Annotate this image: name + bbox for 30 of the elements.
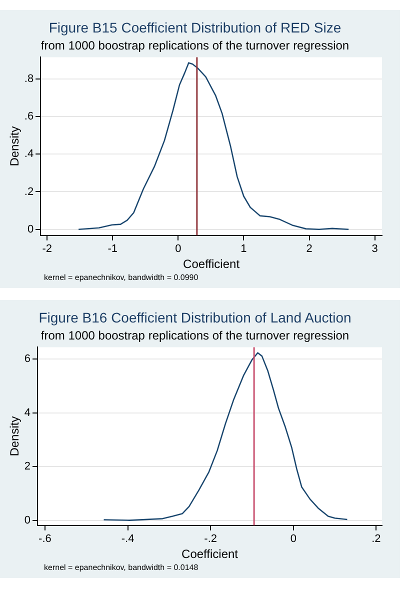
text: kernel = epanechnikov, bandwidth = 0.0148 [43,563,200,572]
y-tick-label: .4 [24,148,34,160]
y-axis-title: Density [8,126,22,166]
y-tick-label: 0 [24,514,31,526]
y-tick-label: 2 [24,460,31,473]
y-tick-label: 4 [24,406,31,419]
x-tick-label: -.2 [204,533,218,546]
text: kernel = epanechnikov, bandwidth = 0.0990 [43,273,200,282]
y-tick-label: .8 [24,72,34,85]
y-tick-label: .6 [24,110,34,123]
chart-title: Figure B16 Coefficient Distribution of Land Auction [38,309,352,326]
x-axis-title: Coefficient [182,547,239,562]
y-tick-label: 6 [24,353,31,366]
x-tick-label: 1 [240,243,247,256]
y-axis-title: Density [8,416,22,456]
x-tick-label: 0 [175,243,182,256]
chart-title: Figure B15 Coefficient Distribution of RED Size [48,19,342,36]
x-tick-label: -1 [108,243,118,256]
x-tick-label: -.4 [121,533,134,546]
y-tick-label: 0 [27,223,34,236]
x-tick-label: -.6 [38,533,52,546]
x-tick-label: 2 [306,243,312,256]
x-tick-label: .2 [372,533,381,546]
x-tick-label: 0 [290,533,296,546]
chart-subtitle: from 1000 boostrap replications of the turnover regression [40,38,350,52]
y-tick-label: .2 [24,186,34,198]
chart-subtitle: from 1000 boostrap replications of the turnover regression [40,328,350,342]
x-axis-title: Coefficient [183,257,240,272]
x-tick-label: 3 [372,243,378,256]
x-tick-label: -2 [42,243,52,256]
